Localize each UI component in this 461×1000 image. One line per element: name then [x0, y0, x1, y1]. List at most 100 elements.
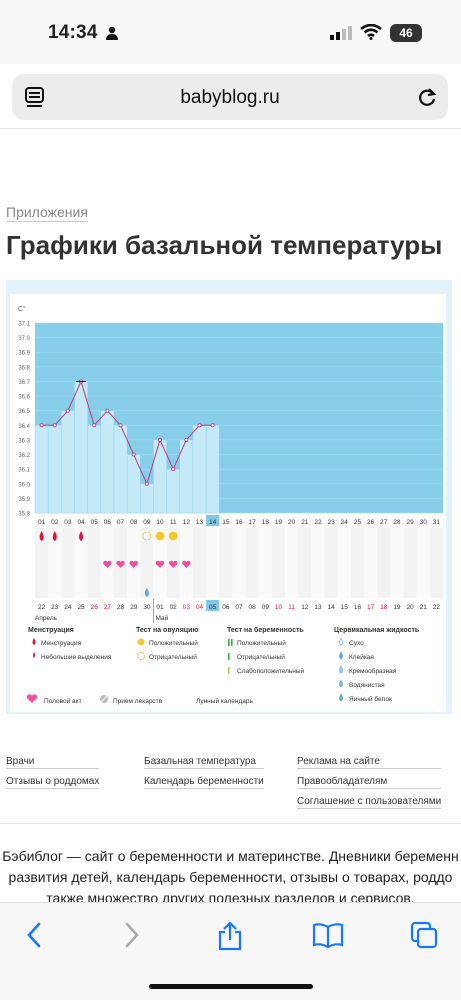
ovulation-negative-legend-icon [137, 652, 145, 660]
temperature-point [158, 437, 163, 442]
temperature-point [144, 481, 149, 486]
y-tick-label: 36.0 [18, 482, 30, 488]
calendar-date-label: 11 [288, 604, 295, 611]
pill-legend-icon-line [100, 695, 108, 703]
y-axis-unit: C° [18, 305, 26, 313]
cycle-day-label: 09 [143, 519, 151, 526]
temperature-point [184, 437, 189, 442]
cycle-day-label: 21 [301, 519, 309, 526]
tabs-icon[interactable] [410, 921, 438, 949]
legend-item: Положительный [237, 639, 286, 647]
calendar-date-label: 10 [275, 604, 283, 611]
legend-item: Отрицательный [149, 653, 197, 661]
cycle-day-label: 30 [420, 519, 428, 526]
temperature-point [65, 408, 70, 413]
calendar-date-label: 25 [77, 604, 85, 611]
events-column [390, 528, 404, 598]
footer-link-maternity-reviews[interactable]: Отзывы о роддомах [6, 776, 100, 789]
events-column [87, 528, 101, 598]
temperature-bar [113, 425, 128, 514]
share-icon[interactable] [216, 921, 244, 951]
y-tick-label: 36.7 [18, 380, 30, 386]
footer-link-bbt[interactable]: Базальная температура [144, 756, 264, 769]
calendar-date-label: 22 [38, 604, 46, 611]
calendar-date-label: 19 [393, 604, 401, 611]
footer-col-2: Базальная температура Календарь беременн… [144, 756, 264, 796]
breadcrumb[interactable]: Приложения [6, 204, 88, 222]
cycle-day-label: 07 [117, 519, 125, 526]
footer-link-advertising[interactable]: Реклама на сайте [297, 756, 442, 769]
month-label: Май [155, 614, 168, 622]
menstruation-drop-icon [79, 531, 84, 541]
chart-scroll-edge[interactable] [456, 280, 461, 714]
status-bar: 14:34 46 [0, 0, 461, 64]
legend-item: Менструация [41, 640, 82, 647]
legend-item: Небольшие выделения [41, 653, 112, 661]
events-column [271, 528, 286, 598]
footer-col-3: Реклама на сайте Правообладателям Соглаш… [297, 756, 442, 816]
heart-icon [103, 560, 112, 568]
events-column [285, 528, 299, 598]
date-highlight [206, 600, 220, 611]
events-column [219, 528, 233, 598]
footer-link-user-agreement[interactable]: Соглашение с пользователями [297, 796, 442, 809]
ovulation-positive-icon [168, 531, 178, 541]
footer-link-copyright[interactable]: Правообладателям [297, 776, 442, 789]
battery-indicator: 46 [390, 24, 422, 42]
legend-item: Лунный календарь [196, 697, 253, 705]
temperature-bar [61, 410, 75, 514]
temperature-bar [166, 468, 180, 514]
calendar-date-label: 30 [143, 604, 151, 611]
heart-icon [182, 560, 191, 568]
status-time: 14:34 [48, 22, 98, 43]
cycle-day-label: 23 [328, 519, 336, 526]
temperature-point [39, 423, 44, 428]
footer-link-doctors[interactable]: Врачи [6, 756, 100, 769]
cervical-fluid-legend-icon [339, 637, 343, 646]
url-domain[interactable]: babyblog.ru [180, 87, 280, 108]
cycle-day-label: 10 [156, 519, 164, 526]
reload-icon[interactable] [416, 85, 438, 109]
forward-icon[interactable] [122, 921, 142, 949]
events-column [311, 528, 325, 598]
cycle-day-label: 14 [209, 519, 217, 526]
temperature-bar [47, 425, 62, 514]
calendar-date-label: 21 [420, 604, 428, 611]
y-tick-label: 37.0 [18, 336, 30, 342]
menstruation-drop-icon [39, 531, 44, 541]
back-icon[interactable] [24, 921, 44, 949]
cycle-day-label: 16 [235, 519, 243, 526]
events-column [206, 528, 220, 598]
events-column [337, 528, 351, 598]
calendar-date-label: 27 [104, 604, 112, 611]
y-tick-label: 36.4 [18, 424, 30, 430]
home-indicator[interactable] [149, 984, 313, 989]
legend-item: Слабоположительный [237, 667, 305, 675]
events-column [364, 528, 378, 598]
cycle-day-label: 06 [104, 519, 112, 526]
temperature-bar [205, 425, 220, 514]
legend-title: Цервикальная жидкость [334, 627, 420, 634]
heart-icon [155, 560, 165, 568]
footer-link-pregnancy-calendar[interactable]: Календарь беременности [144, 776, 264, 789]
reader-mode-icon[interactable] [24, 86, 46, 108]
cervical-fluid-legend-icon [339, 651, 343, 660]
temperature-line [41, 380, 213, 486]
cycle-day-label: 18 [262, 519, 270, 526]
pregnancy-test-legend-icon [228, 653, 230, 660]
month-label: Апрель [35, 615, 58, 622]
y-tick-label: 35.9 [18, 497, 30, 503]
bbt-chart: C° 37.1 37.0 36.9 36.8 36.7 36.6 36.5 36.4 36.3 36… [6, 280, 461, 714]
bookmarks-icon[interactable] [312, 921, 344, 949]
calendar-date-label: 08 [249, 604, 257, 611]
calendar-date-label: 09 [262, 604, 270, 611]
heart-icon [129, 560, 138, 568]
events-column [403, 528, 417, 598]
cycle-day-label: 12 [183, 519, 191, 526]
divider [0, 823, 461, 824]
heart-icon [168, 560, 178, 568]
cycle-day-label: 04 [77, 519, 85, 526]
address-bar[interactable]: babyblog.ru [12, 74, 448, 120]
cycle-day-label: 26 [367, 519, 375, 526]
current-day-highlight [206, 515, 220, 526]
